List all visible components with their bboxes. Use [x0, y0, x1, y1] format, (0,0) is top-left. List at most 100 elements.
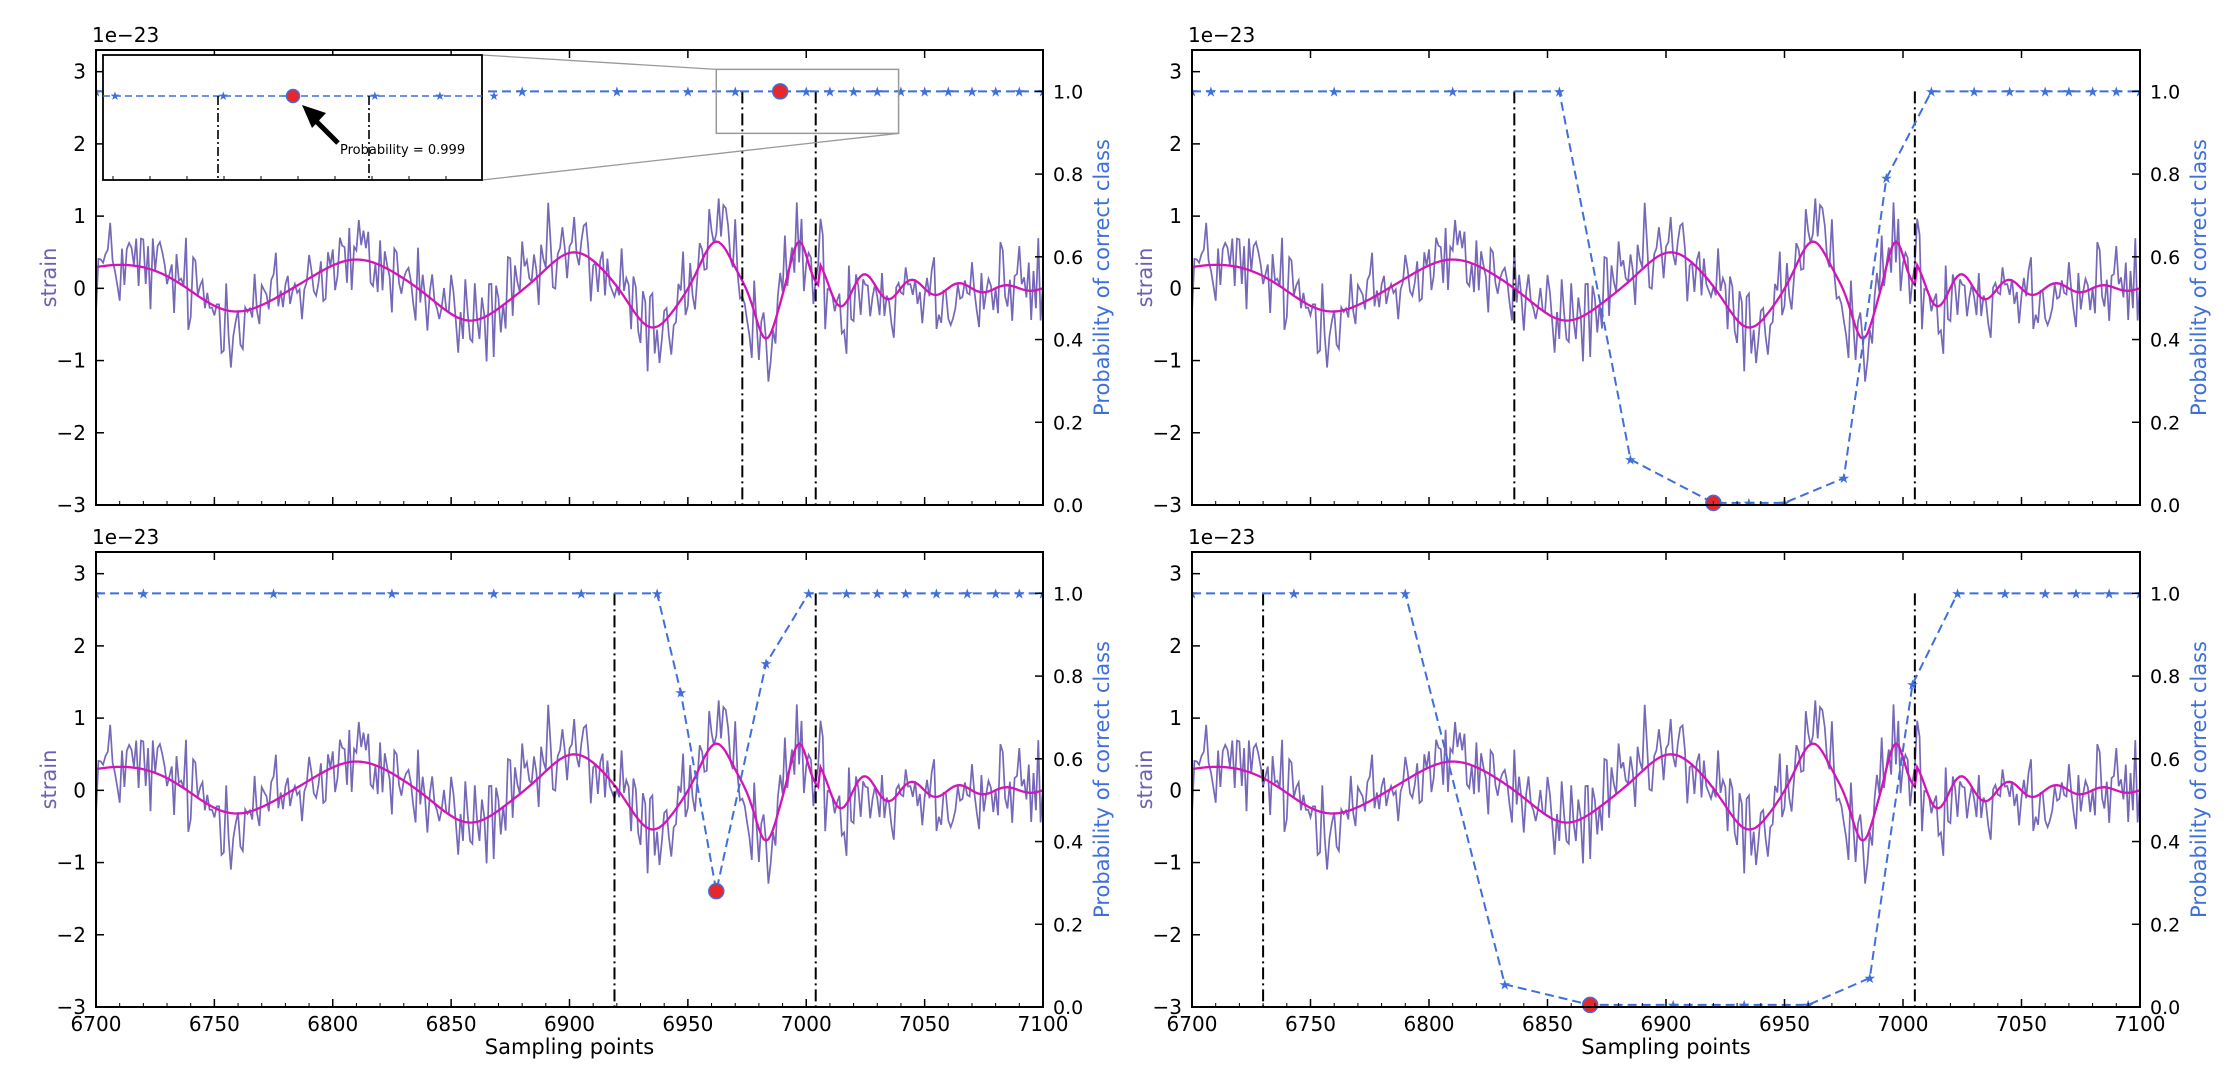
x-tick-label: 6700: [1167, 1012, 1218, 1036]
y-right-tick-label: 0.2: [2150, 412, 2180, 434]
probability-star: ★: [800, 84, 813, 100]
inset-connector-line: [481, 132, 899, 181]
x-tick-label: 6900: [1641, 1012, 1692, 1036]
offset-text: 1e−23: [92, 23, 159, 47]
axes-frame: [1191, 551, 2141, 1008]
y-tick-label: 0: [1169, 276, 1182, 300]
offset-text: 1e−23: [92, 525, 159, 549]
y-right-axis-label: Probability of correct class: [2187, 641, 2211, 918]
probability-star: ★: [1802, 998, 1815, 1014]
x-tick-label: 6750: [189, 1012, 240, 1036]
probability-star: ★: [651, 586, 664, 602]
probability-star: ★: [1837, 471, 1850, 487]
inset-annotation: Probability = 0.999: [340, 143, 465, 158]
x-tick-label: 6800: [1404, 1012, 1455, 1036]
probability-star: ★: [802, 586, 815, 602]
highlight-point: [771, 83, 789, 100]
y-right-tick-label: 0.2: [2150, 914, 2180, 936]
y-tick-label: 3: [73, 60, 86, 84]
y-right-tick-label: 0.2: [1053, 412, 1083, 434]
probability-star: ★: [487, 586, 500, 602]
y-tick-label: 2: [1169, 132, 1182, 156]
probability-star: ★: [1968, 84, 1981, 100]
x-tick-label: 6700: [71, 1012, 122, 1036]
plot-area: ★★★★★★★★★★★★★★★★★★★: [90, 586, 1043, 1007]
y-right-tick-label: 0.0: [2150, 495, 2180, 517]
y-tick-label: −2: [1153, 923, 1182, 947]
probability-star: ★: [1399, 586, 1412, 602]
x-tick-label: 7050: [899, 1012, 950, 1036]
y-tick-label: −3: [57, 995, 86, 1019]
template-line: [96, 240, 1043, 341]
inset-probability-star: ★: [489, 89, 500, 103]
probability-star: ★: [2103, 586, 2116, 602]
y-right-tick-label: 1.0: [1053, 583, 1083, 605]
template-line: [1192, 240, 2140, 341]
x-tick-label: 6950: [1759, 1012, 1810, 1036]
probability-star: ★: [871, 586, 884, 602]
inset-frame: [102, 54, 483, 181]
y-tick-label: 2: [1169, 634, 1182, 658]
probability-star: ★: [989, 586, 1002, 602]
probability-star: ★: [575, 586, 588, 602]
y-axis-label: strain: [37, 750, 61, 810]
y-tick-label: −2: [57, 923, 86, 947]
plot-area: ★★★★★★★★★★★★★★★★★★★: [1192, 84, 2140, 505]
y-tick-label: 3: [1169, 562, 1182, 586]
y-axis-label: strain: [1133, 248, 1157, 308]
probability-star: ★: [2086, 84, 2099, 100]
panel-bottom-right: ★★★★★★★★★★★★★★★★670067506800685069006950…: [1133, 525, 2211, 1059]
x-axis-label: Sampling points: [485, 1035, 654, 1059]
probability-star: ★: [2063, 84, 2076, 100]
probability-star: ★: [2134, 586, 2147, 602]
x-tick-label: 6850: [426, 1012, 477, 1036]
probability-star: ★: [611, 84, 624, 100]
y-tick-label: 1: [1169, 706, 1182, 730]
probability-star: ★: [1951, 586, 1964, 602]
probability-star: ★: [840, 586, 853, 602]
y-tick-label: −1: [57, 851, 86, 875]
strain-line: [96, 700, 1043, 884]
probability-star: ★: [90, 586, 103, 602]
probability-star: ★: [760, 657, 773, 673]
probability-line: [1192, 90, 2140, 504]
probability-line: [1192, 592, 2140, 1006]
template-line: [1192, 742, 2140, 843]
probability-star: ★: [1328, 84, 1341, 100]
template-line: [96, 742, 1043, 843]
inset-probability-star: ★: [110, 89, 121, 103]
probability-star: ★: [918, 84, 931, 100]
y-right-tick-label: 0.8: [2150, 666, 2180, 688]
probability-star: ★: [516, 84, 529, 100]
y-right-tick-label: 0.0: [2150, 997, 2180, 1019]
axes-frame: [1191, 49, 2141, 506]
y-tick-label: −3: [1153, 995, 1182, 1019]
probability-star: ★: [1624, 453, 1637, 469]
y-right-tick-label: 0.4: [1053, 330, 1083, 352]
y-axis-label: strain: [37, 248, 61, 308]
y-axis-label: strain: [1133, 750, 1157, 810]
annotation-arrow-head: [302, 105, 326, 128]
strain-line: [1192, 700, 2140, 884]
probability-star: ★: [137, 586, 150, 602]
probability-star: ★: [1925, 84, 1938, 100]
probability-star: ★: [1037, 84, 1050, 100]
probability-star: ★: [966, 84, 979, 100]
y-right-tick-label: 0.0: [1053, 997, 1083, 1019]
probability-star: ★: [386, 586, 399, 602]
y-right-tick-label: 1.0: [2150, 583, 2180, 605]
probability-star: ★: [942, 84, 955, 100]
x-tick-label: 7000: [781, 1012, 832, 1036]
x-tick-label: 7100: [2115, 1012, 2166, 1036]
y-right-axis-label: Probability of correct class: [2187, 139, 2211, 416]
probability-star: ★: [1499, 977, 1512, 993]
probability-star: ★: [1667, 998, 1680, 1014]
y-right-tick-label: 0.6: [1053, 247, 1083, 269]
offset-text: 1e−23: [1188, 23, 1255, 47]
probability-star: ★: [1446, 84, 1459, 100]
y-tick-label: −3: [57, 493, 86, 517]
y-right-tick-label: 0.2: [1053, 914, 1083, 936]
x-tick-label: 6950: [662, 1012, 713, 1036]
y-tick-label: 0: [73, 778, 86, 802]
